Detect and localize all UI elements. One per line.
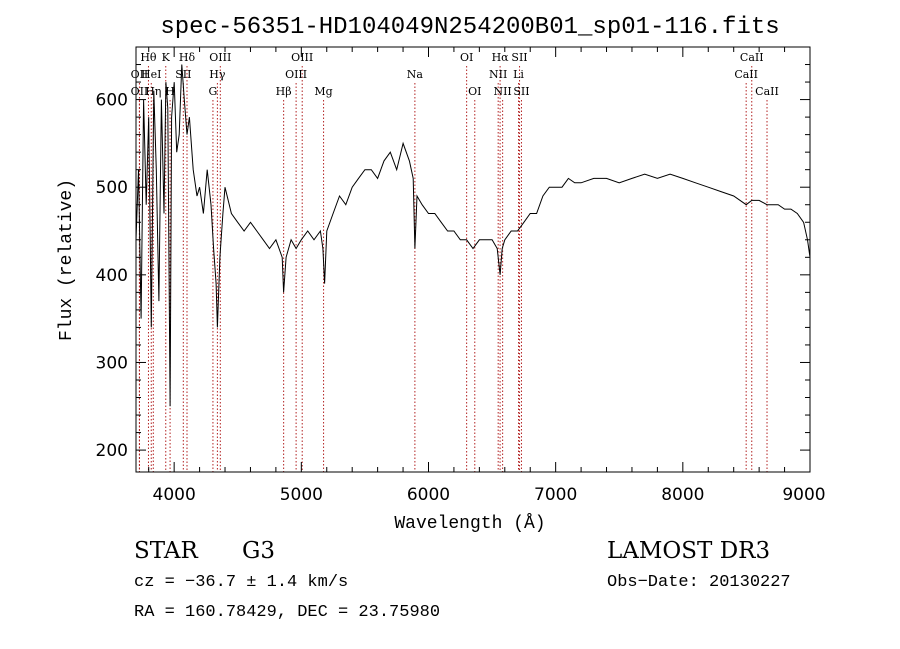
chart-title: spec-56351-HD104049N254200B01_sp01-116.f…	[160, 14, 779, 41]
spectrum-line	[135, 64, 811, 407]
object-class: STAR	[134, 538, 198, 564]
y-tick-label: 500	[96, 178, 128, 198]
coordinates-readout: RA = 160.78429, DEC = 23.75980	[134, 603, 441, 622]
line-marker-label: OII	[131, 85, 149, 98]
x-tick-label: 7000	[534, 485, 577, 505]
line-marker-label: H	[165, 85, 175, 98]
redshift-readout: cz = −36.7 ± 1.4 km/s	[134, 573, 349, 592]
y-tick-label: 400	[96, 266, 128, 286]
observation-date: Obs−Date: 20130227	[607, 573, 791, 592]
y-tick-label: 600	[96, 91, 128, 111]
line-marker-label: CaII	[755, 85, 779, 98]
line-marker-label: Hθ	[140, 51, 157, 64]
line-marker-label: NII	[489, 68, 507, 81]
plot-frame	[135, 46, 811, 473]
line-marker-label: Hγ	[209, 68, 226, 81]
line-marker-label: Hα	[492, 51, 510, 64]
line-marker-label: Hβ	[276, 85, 292, 98]
line-marker-label: Na	[407, 68, 424, 81]
line-marker-label: HeI	[141, 68, 161, 81]
line-marker-label: OIII	[291, 51, 313, 64]
survey-name: LAMOST DR3	[607, 538, 771, 564]
y-axis: 200 300 400 500 600	[96, 64, 810, 461]
line-marker-label: Mg	[314, 85, 332, 98]
x-axis-label: Wavelength (Å)	[394, 513, 545, 534]
line-marker-label: Hδ	[179, 51, 196, 64]
line-marker-label: K	[162, 51, 171, 64]
line-marker-label: NII	[493, 85, 511, 98]
x-tick-label: 9000	[782, 485, 825, 505]
line-marker-label: Li	[513, 68, 524, 81]
x-tick-label: 4000	[153, 485, 196, 505]
line-marker-label: SII	[513, 85, 529, 98]
line-marker-label: OI	[468, 85, 481, 98]
x-tick-label: 5000	[280, 485, 323, 505]
line-marker-label: OIII	[209, 51, 231, 64]
line-marker-label: OI	[460, 51, 473, 64]
line-marker-label: G	[209, 85, 218, 98]
y-axis-label: Flux (relative)	[57, 179, 77, 341]
line-marker-group	[138, 66, 768, 472]
y-tick-label: 300	[96, 353, 128, 373]
line-marker-label: OIII	[285, 68, 307, 81]
line-marker-label: CaII	[740, 51, 764, 64]
y-tick-label: 200	[96, 441, 128, 461]
x-axis: 4000 5000 6000 7000 8000 9000	[148, 47, 826, 505]
line-marker-label: OII	[131, 68, 149, 81]
line-marker-label: SII	[511, 51, 527, 64]
line-marker-label: CaII	[734, 68, 758, 81]
object-subclass: G3	[242, 538, 276, 564]
x-tick-label: 6000	[407, 485, 450, 505]
line-marker-label: SII	[175, 68, 191, 81]
x-tick-label: 8000	[661, 485, 704, 505]
